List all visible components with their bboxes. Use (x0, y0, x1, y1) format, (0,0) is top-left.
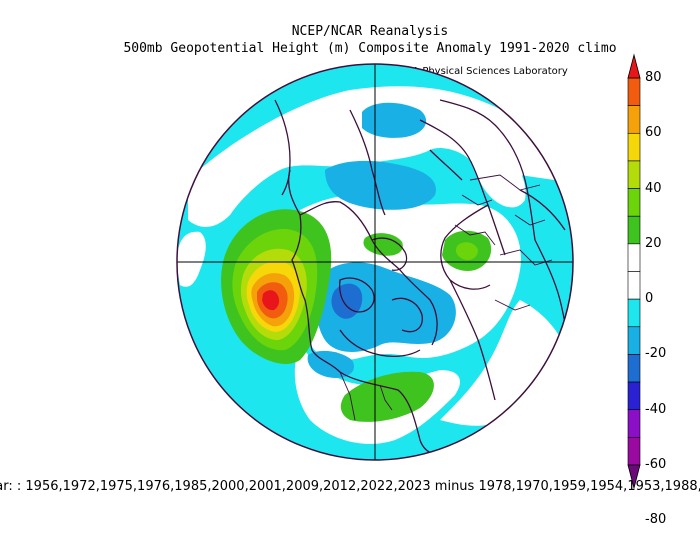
deep-negative-core (331, 283, 363, 319)
colorbar-box-cm10 (627, 271, 641, 300)
colorbar-box-c30 (627, 188, 641, 217)
title-line-2: 500mb Geopotential Height (m) Composite … (123, 41, 617, 56)
colorbar-boxes (627, 77, 641, 466)
colorbar-box-c60 (627, 105, 641, 134)
colorbar-label: 60 (645, 125, 662, 141)
colorbar-label: 20 (645, 235, 662, 251)
colorbar-box-c40 (627, 160, 641, 189)
colorbar-box-cm30 (627, 326, 641, 355)
positive-anomaly-arctic (363, 233, 403, 256)
colorbar-box-cm20 (627, 298, 641, 328)
map-boundary (176, 63, 574, 461)
coastlines (274, 99, 571, 457)
colorbar-label: -40 (645, 401, 667, 417)
political-borders (339, 174, 553, 421)
colorbar-box-cm60 (627, 409, 641, 438)
colorbar-label: -80 (645, 512, 667, 528)
colorbar-top-arrow (627, 53, 641, 79)
colorbar-box-cm40 (627, 354, 641, 383)
colorbar-label: -20 (645, 346, 667, 362)
colorbar-label: 40 (645, 180, 662, 196)
positive-anomaly-pacific (221, 209, 332, 365)
title-line-1: NCEP/NCAR Reanalysis (291, 24, 449, 39)
colorbar-box-c50 (627, 132, 641, 162)
colorbar-label: 80 (645, 70, 662, 85)
credit-label: NOAA Physical Sciences Laboratory (390, 66, 568, 77)
colorbar-label: -60 (645, 457, 667, 472)
colorbar-box-cm50 (627, 381, 641, 411)
colorbar-label: 0 (645, 291, 654, 307)
composite-years-text: o Mar: : 1956,1972,1975,1976,1985,2000,2… (0, 479, 700, 494)
colorbar-box-c20 (627, 215, 641, 245)
colorbar-box-cm70 (627, 437, 641, 466)
positive-anomaly-asia-core (455, 242, 478, 260)
colorbar-box-c10 (627, 243, 641, 272)
colorbar-bottom-arrow (627, 464, 641, 490)
colorbar-box-c70 (627, 77, 641, 106)
